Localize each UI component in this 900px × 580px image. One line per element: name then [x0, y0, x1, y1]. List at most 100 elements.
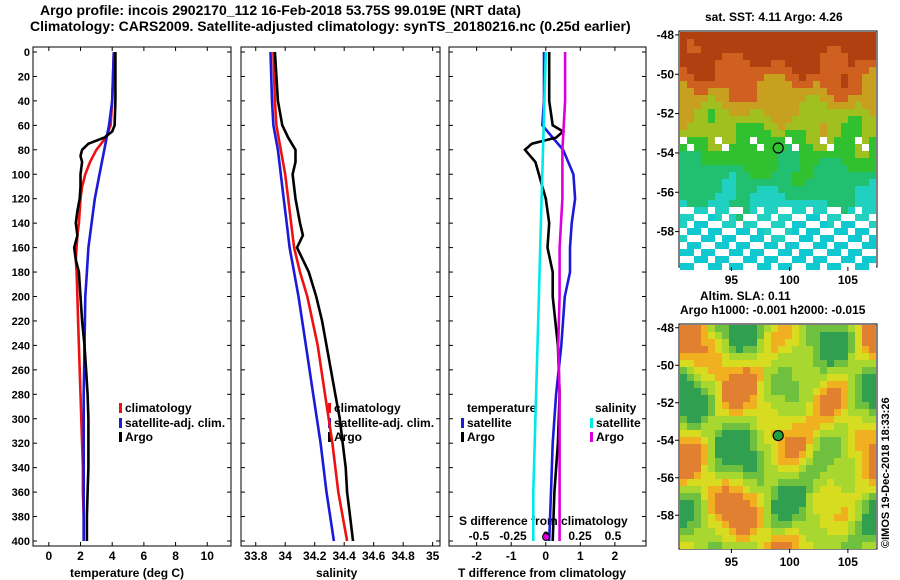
sla-cell [848, 388, 855, 395]
sst-cell [820, 39, 827, 46]
sst-cell [750, 207, 757, 214]
sla-cell [820, 388, 827, 395]
sst-cell [715, 123, 722, 130]
sst-cell [771, 74, 778, 81]
sst-cell [729, 53, 736, 60]
sla-cell [862, 381, 869, 388]
sla-cell [729, 500, 736, 507]
sla-cell [827, 500, 834, 507]
sal-x-tick-label: 34.4 [333, 549, 357, 563]
sla-cell [743, 472, 750, 479]
sst-cell [855, 186, 862, 193]
sst-cell [778, 81, 785, 88]
sst-cell [813, 116, 820, 123]
salinity-plot-frame [240, 46, 441, 547]
sst-cell [764, 137, 771, 144]
sst-cell [855, 137, 862, 144]
sla-cell [736, 395, 743, 402]
sla-cell [750, 542, 757, 549]
sst-cell [869, 116, 876, 123]
sst-cell [757, 228, 764, 235]
sst-cell [827, 67, 834, 74]
sst-cell [855, 228, 862, 235]
diff-x-tick-label: -2 [471, 549, 482, 563]
sla-cell [680, 528, 687, 535]
salinity-diff-tick-label: -0.5 [469, 529, 490, 543]
sla-cell [736, 332, 743, 339]
sla-cell [813, 409, 820, 416]
salinity-diff-zero-marker [542, 533, 550, 541]
sst-cell [680, 137, 687, 144]
sst-cell [834, 242, 841, 249]
sst-cell [799, 60, 806, 67]
sla-cell [834, 479, 841, 486]
sst-cell [687, 249, 694, 256]
sst-cell [869, 172, 876, 179]
sst-cell [820, 116, 827, 123]
sst-cell [757, 158, 764, 165]
sst-cell [785, 235, 792, 242]
sla-cell [743, 507, 750, 514]
sla-cell [862, 325, 869, 332]
sla-cell [743, 528, 750, 535]
sst-cell [701, 242, 708, 249]
sla-cell [848, 479, 855, 486]
sla-cell [750, 332, 757, 339]
sla-cell [785, 430, 792, 437]
sla-cell [715, 353, 722, 360]
sst-cell [701, 53, 708, 60]
sla-cell [701, 388, 708, 395]
sst-cell [855, 165, 862, 172]
temperature-plot-frame [32, 46, 232, 547]
sla-cell [862, 353, 869, 360]
sla-cell [722, 374, 729, 381]
sla-cell [757, 535, 764, 542]
sst-cell [792, 214, 799, 221]
sla-cell [806, 395, 813, 402]
sla-cell [820, 332, 827, 339]
sst-cell [848, 109, 855, 116]
sla-cell [834, 500, 841, 507]
sla-cell [771, 507, 778, 514]
sla-cell [820, 528, 827, 535]
sla-cell [820, 353, 827, 360]
sst-cell [848, 81, 855, 88]
sla-cell [764, 402, 771, 409]
sst-cell [834, 81, 841, 88]
sla-cell [701, 381, 708, 388]
sla-cell [778, 514, 785, 521]
sst-cell [827, 186, 834, 193]
sla-cell [771, 493, 778, 500]
sst-cell [771, 130, 778, 137]
sla-cell [687, 458, 694, 465]
sla-cell [694, 451, 701, 458]
sla-cell [743, 402, 750, 409]
sst-cell [757, 137, 764, 144]
sla-cell [757, 479, 764, 486]
salinity-diff-tick-label: -0.25 [499, 529, 527, 543]
sla-cell [820, 542, 827, 549]
sla-cell [680, 409, 687, 416]
sst-cell [764, 228, 771, 235]
sst-cell [771, 172, 778, 179]
sla-cell [722, 388, 729, 395]
sst-cell [757, 221, 764, 228]
sst-cell [764, 256, 771, 263]
sla-cell [855, 458, 862, 465]
sla-cell [750, 346, 757, 353]
sla-cell [848, 507, 855, 514]
sla-cell [722, 472, 729, 479]
sla-cell [813, 493, 820, 500]
sla-cell [701, 458, 708, 465]
depth-tick-label: 280 [12, 389, 30, 401]
sst-cell [729, 81, 736, 88]
map-y-tick-label: -50 [657, 67, 675, 81]
sst-cell [708, 53, 715, 60]
sla-cell [848, 521, 855, 528]
sst-cell [764, 263, 771, 270]
sst-cell [715, 200, 722, 207]
sst-cell [813, 263, 820, 270]
sla-cell [792, 465, 799, 472]
sst-cell [680, 256, 687, 263]
sla-cell [862, 535, 869, 542]
